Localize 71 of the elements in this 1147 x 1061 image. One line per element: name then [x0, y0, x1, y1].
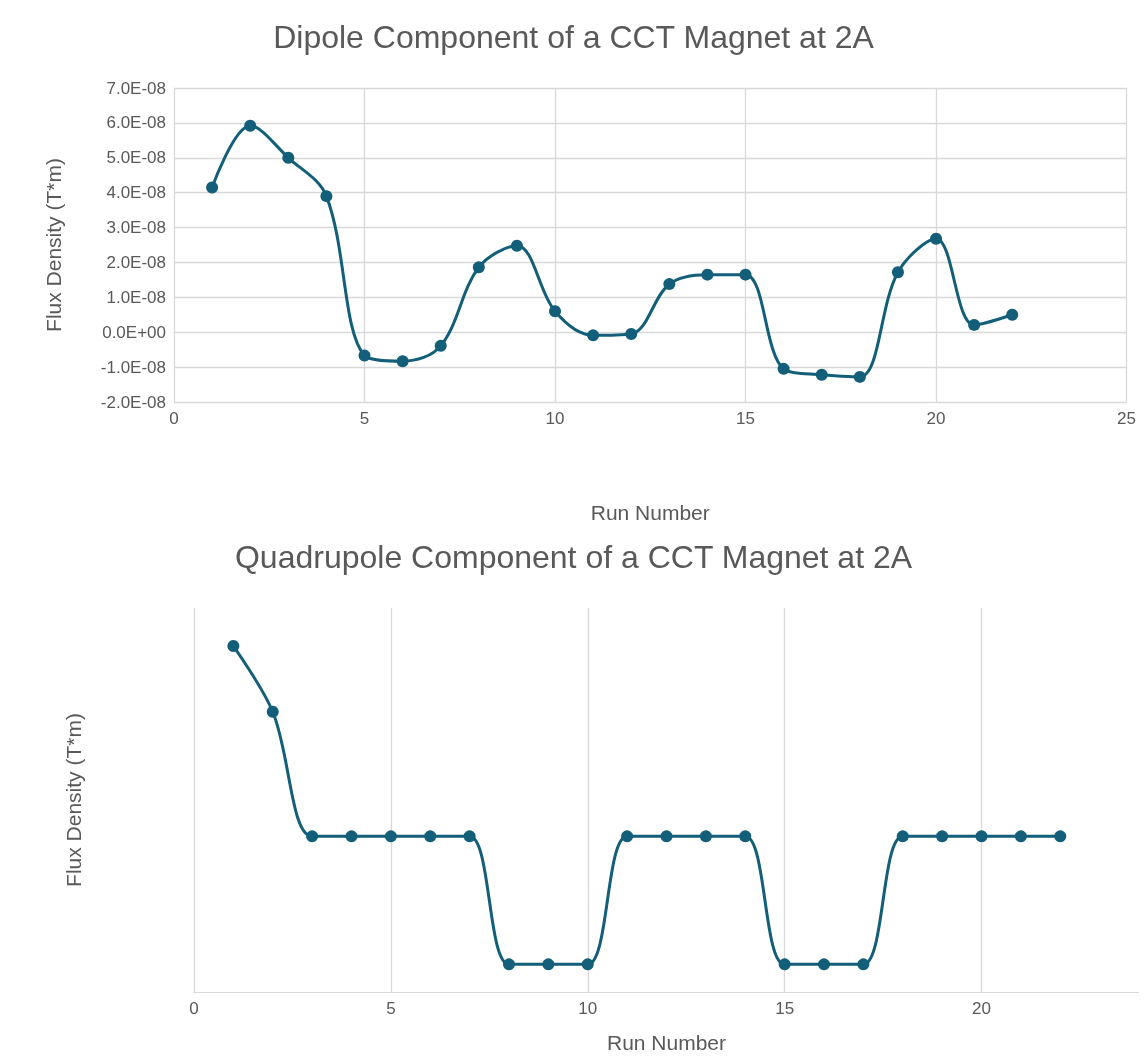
point: [778, 958, 791, 971]
point: [896, 830, 909, 843]
point: [358, 349, 371, 362]
point: [345, 830, 358, 843]
x-tick-label: 10: [578, 999, 598, 1018]
point: [663, 278, 676, 291]
point: [542, 958, 555, 971]
y-tick-label: 2.0E-08: [106, 252, 166, 272]
y-tick-label: 7.0E-08: [106, 78, 166, 98]
point: [1054, 830, 1067, 843]
point: [549, 305, 562, 318]
y-tick-label: -2.0E-08: [100, 392, 166, 412]
y-tick-label: 1.0E-08: [106, 287, 166, 307]
point: [891, 266, 904, 279]
y-tick-label: 6.0E-08: [106, 113, 166, 133]
point: [306, 830, 319, 843]
point: [739, 830, 752, 843]
x-tick-label: 20: [972, 999, 991, 1018]
x-tick-label: 0: [169, 409, 179, 428]
point: [777, 362, 790, 375]
point: [266, 705, 279, 718]
x-tick-label: 15: [775, 999, 795, 1018]
y-axis-title: Flux Density (T*m): [42, 158, 65, 332]
point: [818, 958, 830, 971]
point: [424, 830, 437, 843]
point: [739, 268, 752, 281]
x-tick-label: 5: [359, 409, 370, 428]
point: [701, 268, 714, 281]
y-tick-label: 4.0E-08: [106, 183, 166, 203]
x-tick-label: 20: [926, 409, 946, 428]
point: [396, 355, 409, 368]
point: [968, 318, 981, 331]
y-tick-label: -1.0E-08: [100, 357, 166, 377]
point: [282, 151, 295, 164]
point: [472, 261, 485, 274]
point: [625, 327, 638, 340]
y-axis-title: Flux Density (T*m): [62, 713, 85, 887]
x-tick-label: 15: [736, 409, 755, 428]
point: [227, 640, 240, 653]
chart-title: Quadrupole Component of a CCT Magnet at 2A: [234, 539, 913, 575]
x-tick-label: 5: [386, 999, 396, 1018]
point: [857, 958, 870, 971]
point: [434, 339, 447, 352]
y-tick-label: 5.0E-08: [106, 148, 166, 168]
point: [621, 830, 634, 843]
point: [1006, 308, 1019, 321]
point: [587, 329, 600, 342]
point: [815, 368, 828, 381]
point: [853, 370, 866, 383]
point: [384, 830, 397, 843]
x-tick-label: 25: [1117, 409, 1137, 428]
point: [463, 830, 476, 843]
point: [936, 830, 949, 843]
chart-title: Dipole Component of a CCT Magnet at 2A: [273, 19, 875, 55]
point: [503, 958, 515, 971]
x-axis-title: Run Number: [606, 1031, 727, 1054]
x-axis-title: Run Number: [590, 501, 710, 524]
point: [581, 958, 594, 971]
point: [1014, 830, 1027, 843]
point: [660, 830, 673, 843]
point: [244, 119, 257, 132]
point: [510, 239, 523, 252]
x-tick-label: 0: [189, 999, 199, 1018]
point: [699, 830, 712, 843]
y-tick-label: 0.0E+00: [102, 322, 166, 342]
point: [206, 181, 219, 194]
y-tick-label: 3.0E-08: [106, 218, 166, 238]
point: [320, 190, 333, 203]
point: [930, 232, 943, 245]
point: [975, 830, 988, 843]
x-tick-label: 10: [545, 409, 565, 428]
